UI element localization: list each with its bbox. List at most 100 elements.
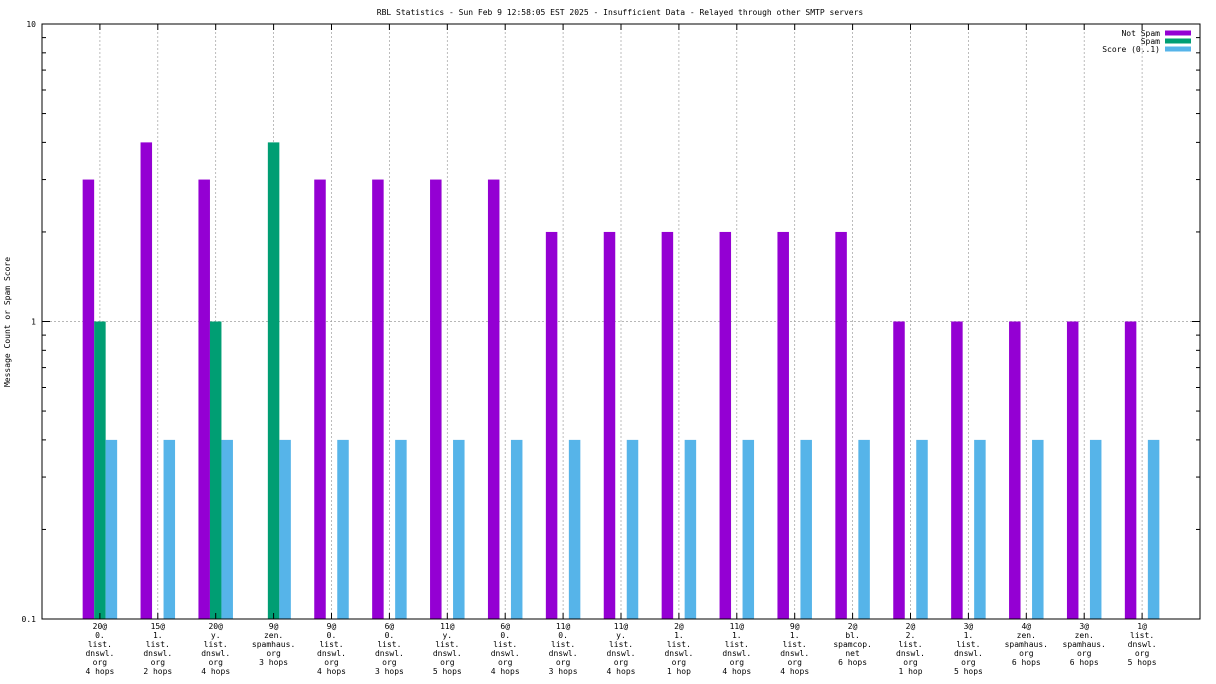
bar: [974, 439, 986, 619]
x-tick-label-line: y.: [442, 631, 452, 640]
bar: [719, 231, 732, 619]
x-tick-label-line: list.: [435, 640, 459, 649]
y-tick-label: 0.1: [22, 615, 37, 624]
x-tick-label-line: 0.: [500, 631, 510, 640]
x-tick-label-line: 2.: [906, 631, 916, 640]
x-tick-label-line: dnswl.: [607, 649, 636, 658]
x-tick-label-line: org: [787, 658, 802, 667]
x-tick-label-line: org: [1135, 649, 1150, 658]
x-tick-label-line: org: [151, 658, 166, 667]
x-tick-label-line: dnswl.: [317, 649, 346, 658]
x-tick-label-line: dnswl.: [375, 649, 404, 658]
x-tick-label-line: 3 hops: [259, 658, 288, 667]
x-tick-label-line: dnswl.: [1128, 640, 1157, 649]
x-tick-label-line: zen.: [1017, 631, 1036, 640]
x-tick-label-line: org: [672, 658, 687, 667]
bar: [372, 179, 384, 619]
x-tick-label-line: 3@: [964, 622, 974, 631]
x-tick-label-line: org: [93, 658, 108, 667]
x-tick-label-line: list.: [88, 640, 112, 649]
axis-ticks: 0.1 1 10: [22, 20, 1200, 624]
x-tick-label-line: org: [440, 658, 455, 667]
x-tick-label-line: dnswl.: [722, 649, 751, 658]
x-tick-label-line: list.: [783, 640, 807, 649]
x-tick-label-line: 9@: [269, 622, 279, 631]
x-tick-label-line: list.: [146, 640, 170, 649]
x-tick-label-line: 2@: [906, 622, 916, 631]
bar: [951, 321, 963, 619]
x-tick-label-line: 4 hops: [201, 667, 230, 676]
x-tick-label-line: bl.: [845, 631, 859, 640]
x-tick-label: 4@ zen. spamhaus. org 6 hops: [1005, 622, 1048, 667]
x-tick-label-line: list.: [493, 640, 517, 649]
x-tick-label-line: org: [961, 658, 976, 667]
x-tick-label-line: list.: [204, 640, 228, 649]
bar: [314, 179, 326, 619]
bar: [545, 231, 558, 619]
x-tick-label: 15@ 1. list. dnswl. org 2 hops: [143, 622, 172, 676]
bar: [337, 439, 349, 619]
x-tick-label-line: 6@: [500, 622, 510, 631]
x-tick-label-line: 5 hops: [954, 667, 983, 676]
bar: [893, 321, 905, 619]
x-tick-label-line: 20@: [93, 622, 108, 631]
x-tick-label-line: org: [208, 658, 223, 667]
x-tick-label: 6@ 0. list. dnswl. org 3 hops: [375, 622, 404, 676]
x-tick-label: 1@ list. dnswl. org 5 hops: [1128, 622, 1157, 667]
x-tick-label-line: 4 hops: [607, 667, 636, 676]
bar: [1066, 321, 1079, 619]
bar: [800, 439, 812, 619]
bar: [742, 439, 755, 619]
x-tick-label-line: dnswl.: [664, 649, 693, 658]
x-tick-label-line: dnswl.: [201, 649, 230, 658]
legend-swatch: [1165, 30, 1191, 36]
x-tick-label-line: list.: [377, 640, 401, 649]
x-tick-label: 6@ 0. list. dnswl. org 4 hops: [491, 622, 520, 676]
x-tick-label-line: dnswl.: [491, 649, 520, 658]
x-tick-label-line: dnswl.: [85, 649, 114, 658]
bar: [510, 439, 523, 619]
bar: [279, 439, 291, 619]
x-tick-label-line: 2@: [674, 622, 684, 631]
bar: [777, 231, 789, 619]
x-tick-label-line: 1.: [790, 631, 800, 640]
x-tick-label: 2@ bl. spamcop. net 6 hops: [833, 622, 872, 667]
x-tick-label: 9@ 0. list. dnswl. org 4 hops: [317, 622, 346, 676]
bar: [1009, 321, 1021, 619]
x-tick-label: 20@ y. list. dnswl. org 4 hops: [201, 622, 230, 676]
x-tick-label-line: list.: [898, 640, 922, 649]
x-tick-label: 11@ 0. list. dnswl. org 3 hops: [549, 622, 578, 676]
bar: [626, 439, 639, 619]
x-tick-label-line: 0.: [327, 631, 337, 640]
x-tick-label-line: 0.: [95, 631, 105, 640]
x-tick-label-line: y.: [211, 631, 221, 640]
x-tick-label-line: 1.: [674, 631, 684, 640]
y-axis-label: Message Count or Spam Score: [3, 257, 12, 387]
x-tick-label: 2@ 1. list. dnswl. org 1 hop: [664, 622, 693, 676]
x-tick-label-line: org: [614, 658, 629, 667]
x-tick-label-line: 4 hops: [317, 667, 346, 676]
bar: [1089, 439, 1102, 619]
x-tick-label-line: 4 hops: [722, 667, 751, 676]
x-tick-label-line: 4@: [1021, 622, 1031, 631]
x-tick-label-line: list.: [609, 640, 633, 649]
x-tick-label-line: org: [1019, 649, 1034, 658]
bar: [916, 439, 928, 619]
bar: [209, 321, 222, 619]
legend-swatch: [1165, 38, 1191, 44]
x-tick-label: 3@ 1. list. dnswl. org 5 hops: [954, 622, 983, 676]
x-tick-label-line: org: [556, 658, 571, 667]
bar: [603, 231, 616, 619]
bar: [94, 321, 106, 619]
x-tick-label-line: y.: [616, 631, 626, 640]
x-tick-label-line: org: [730, 658, 745, 667]
x-tick-label: 9@ 1. list. dnswl. org 4 hops: [780, 622, 809, 676]
x-tick-label-line: org: [324, 658, 339, 667]
x-tick-label-line: org: [903, 658, 918, 667]
bar: [568, 439, 581, 619]
x-tick-label: 11@ y. list. dnswl. org 5 hops: [433, 622, 462, 676]
bar: [858, 439, 870, 619]
